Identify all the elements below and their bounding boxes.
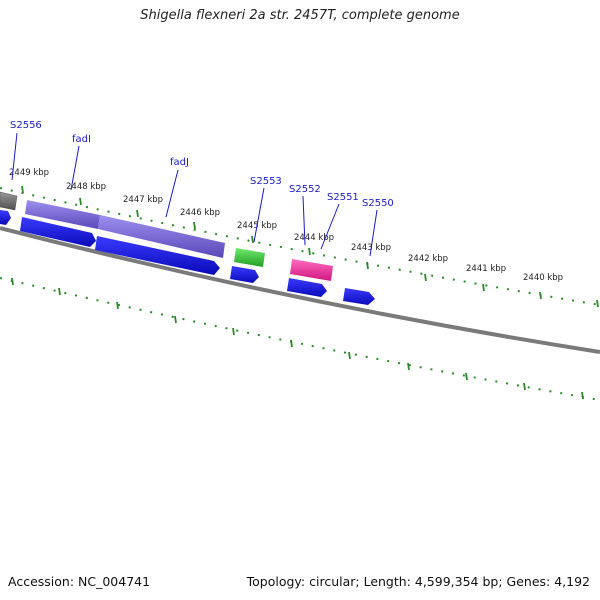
gene-label-fadI: fadI [72,134,91,145]
feature-fadI [25,200,100,229]
kbp-label: 2441 kbp [466,264,506,274]
label-leaders [11,132,378,257]
gene-label-S2556: S2556 [10,120,42,131]
feature-fadJ [98,215,225,258]
gene-label-S2552: S2552 [289,184,321,195]
kbp-label: 2448 kbp [66,182,106,192]
forward-features [0,191,333,281]
gene-label-S2551: S2551 [327,192,359,203]
feature-S2553 [234,248,265,267]
reverse-features [0,210,375,305]
kbp-label: 2444 kbp [294,233,334,243]
genome-summary: Topology: circular; Length: 4,599,354 bp… [246,574,590,589]
gene-arrow [0,210,11,225]
gene-labels: S2556 fadI fadJ S2553 S2552 S2551 S2550 [10,120,394,209]
gene-arrow [287,278,327,297]
kbp-label: 2440 kbp [523,273,563,283]
gene-arrow [95,236,220,275]
feature-gray [0,191,18,211]
kbp-label: 2442 kbp [408,254,448,264]
gene-arrow [230,266,259,283]
kbp-label: 2447 kbp [123,195,163,205]
outer-tick-ring [0,185,600,308]
kbp-label: 2449 kbp [9,168,49,178]
map-title: Shigella flexneri 2a str. 2457T, complet… [140,8,460,23]
inner-tick-ring [0,277,600,401]
genome-backbone [0,226,600,354]
kbp-label: 2446 kbp [180,208,220,218]
gene-arrow [343,288,375,305]
accession-text: Accession: NC_004741 [8,574,151,589]
feature-S2552 [290,259,333,281]
gene-arrow [20,217,96,247]
gene-label-S2550: S2550 [362,198,394,209]
gene-label-S2553: S2553 [250,176,282,187]
gene-label-fadJ: fadJ [170,157,189,168]
